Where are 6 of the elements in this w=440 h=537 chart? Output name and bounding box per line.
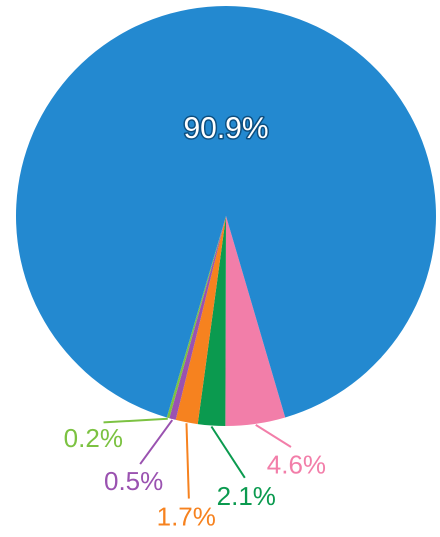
data-label: 0.5%	[104, 466, 164, 496]
data-label: 90.9%	[183, 112, 269, 146]
data-label: 0.2%	[64, 422, 123, 453]
data-label: 2.1%	[216, 480, 276, 511]
data-label: 4.6%	[266, 449, 326, 480]
data-label: 1.7%	[156, 502, 216, 532]
